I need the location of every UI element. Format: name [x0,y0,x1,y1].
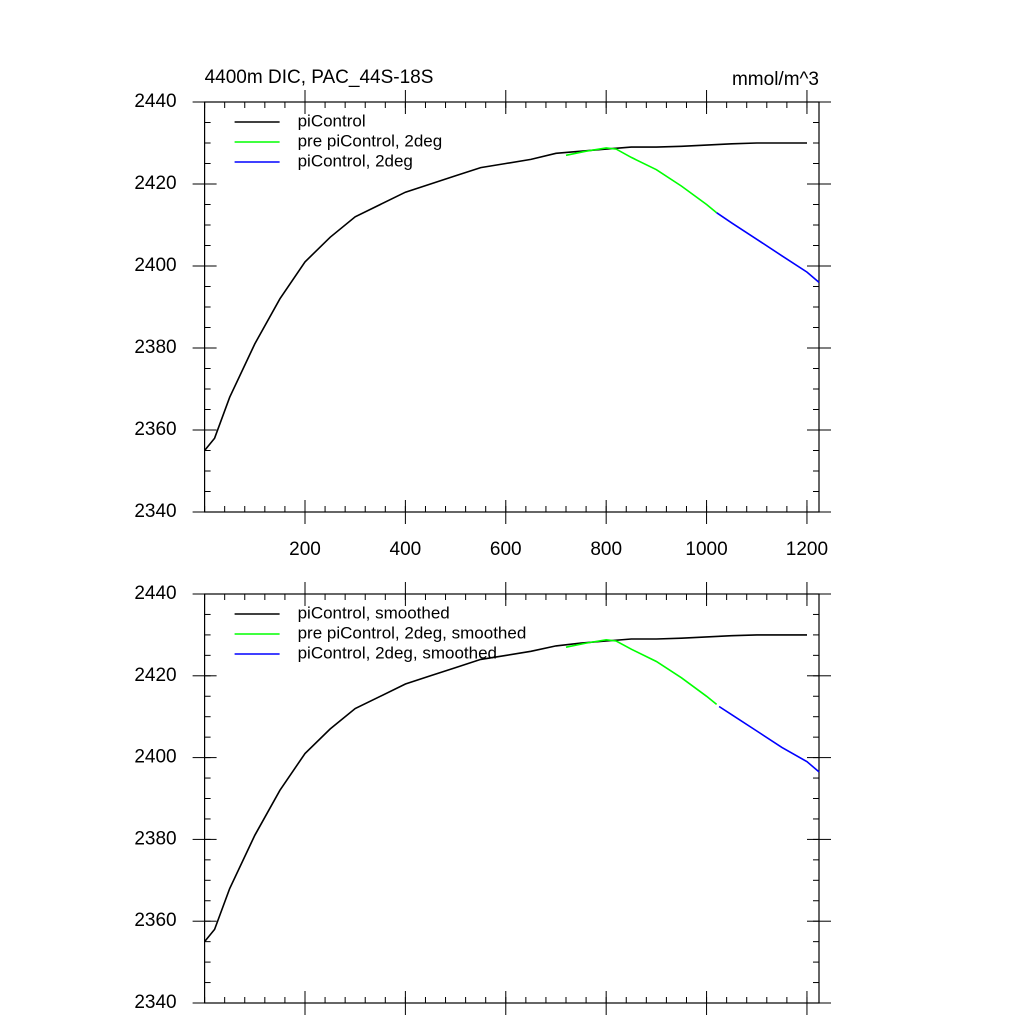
units-label: mmol/m^3 [732,69,819,90]
x-tick-label: 400 [390,539,422,560]
y-tick-label: 2340 [134,501,176,522]
series-line [203,142,807,452]
x-tick-label: 1200 [786,539,828,560]
y-tick-label: 2360 [134,419,176,440]
y-tick-label: 2360 [134,910,176,931]
y-tick-label: 2380 [134,828,176,849]
y-tick-label: 2440 [134,91,176,112]
legend-label: piControl, smoothed [298,603,450,622]
series-line [718,705,820,773]
series-line [716,212,820,284]
legend-label: pre piControl, 2deg [298,131,443,150]
y-tick-label: 2340 [134,992,176,1013]
legend-label: piControl, 2deg, smoothed [298,643,497,662]
series-line [565,638,718,706]
x-tick-label: 200 [289,539,321,560]
x-tick-label: 600 [490,539,522,560]
y-tick-label: 2440 [134,583,176,604]
legend-label: piControl, 2deg [298,151,413,170]
y-tick-label: 2380 [134,337,176,358]
y-tick-label: 2420 [134,173,176,194]
y-tick-label: 2420 [134,665,176,686]
x-tick-label: 1000 [685,539,727,560]
y-tick-label: 2400 [134,747,176,768]
x-tick-label: 800 [590,539,622,560]
legend-label: piControl [298,111,366,130]
chart-title: 4400m DIC, PAC_44S-18S [205,67,434,88]
series-line [203,634,807,943]
legend-label: pre piControl, 2deg, smoothed [298,623,527,642]
series-line [565,147,718,214]
y-tick-label: 2400 [134,255,176,276]
